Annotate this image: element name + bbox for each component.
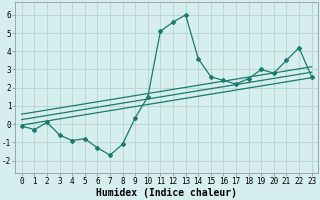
X-axis label: Humidex (Indice chaleur): Humidex (Indice chaleur): [96, 188, 237, 198]
